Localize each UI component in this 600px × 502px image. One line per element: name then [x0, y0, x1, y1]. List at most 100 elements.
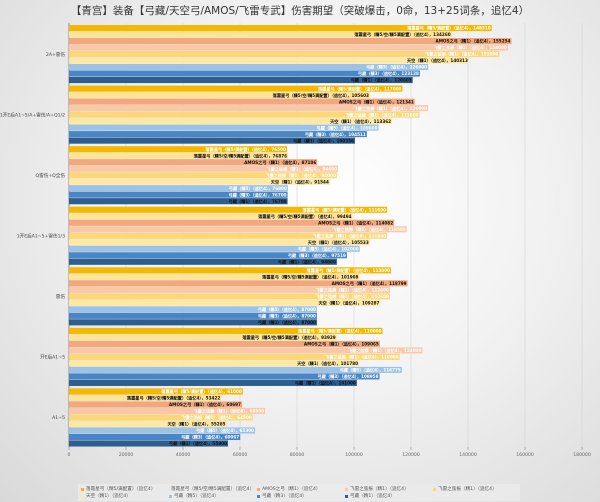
bar	[69, 165, 339, 172]
chart-title: 【青宫】装备【弓藏/天空弓/AMOS/飞雷专武】伤害期望（突破爆击，0命，13+…	[70, 5, 530, 17]
bar	[69, 44, 508, 51]
data-label: 落霞星弓（精5/满配置）（追忆4），148310	[407, 25, 491, 32]
data-label: 天空（精1）（追忆4），101780	[297, 360, 358, 367]
data-label: 弓藏（精3）（追忆4），60067	[181, 434, 239, 441]
data-label: 飞雷之弦振（精1）（追忆4），94000	[265, 172, 336, 179]
data-label: 弓藏（精5）（追忆4），65300	[196, 427, 254, 434]
data-label: 弓藏（精1）（追忆4），76700	[229, 198, 287, 205]
data-label: 天空（精1）（追忆4），55285	[167, 421, 225, 428]
data-label: 飞雷之弦振（精1）（追忆4），68800	[193, 408, 264, 415]
legend-swatch	[345, 487, 348, 491]
bar	[69, 401, 242, 408]
bar	[69, 31, 452, 38]
legend-swatch	[169, 494, 172, 498]
legend-swatch	[257, 494, 260, 498]
data-label: 落霞星弓（精5/满配置）（追忆4），113000	[307, 267, 391, 274]
data-label: 落霞星弓（精5/满配置）（追忆4），76500	[205, 146, 286, 153]
legend-label: 落霞星弓（精5/满配置）（追忆4）	[86, 487, 156, 492]
legend-item: 弓藏（精1）（追忆4）	[342, 493, 430, 500]
legend-item: 弓藏（精3）（追忆4）	[254, 493, 342, 500]
category-label: 1开E后A1~5/A+雷伤/A+Q1/2	[0, 111, 65, 118]
bar	[69, 111, 420, 118]
data-label: 落霞星弓（精5/空/精5满配置）（追忆4），93929	[242, 334, 335, 341]
data-label: 飞雷之弦振（精1）（追忆4），124000	[348, 347, 422, 354]
bar	[69, 198, 288, 205]
data-label: 飞雷之弦振（精1）（追忆4），112600	[315, 293, 389, 300]
x-tick-label: 140000	[459, 452, 477, 458]
bar	[69, 327, 383, 334]
bar	[69, 366, 402, 373]
data-label: 弓藏（精3）（追忆4），108958	[318, 373, 379, 380]
legend-item: 天空（精1）（追忆4）	[78, 493, 166, 500]
category-label: 1开E后A1~5+雷伤1/3	[17, 232, 65, 239]
bar	[69, 77, 413, 84]
bar	[69, 312, 317, 319]
legend-item: 落霞星弓（精5/空/精5满配置）（追忆4）	[166, 486, 254, 493]
data-label: 天空（精1）（追忆4），91544	[271, 178, 329, 185]
data-label: 弓藏（精5）（追忆4），87000	[258, 306, 316, 313]
data-label: 落霞星弓（精5/空/精5满配置）（追忆4），76876	[194, 152, 287, 159]
category-label: 雷伤	[56, 293, 66, 300]
x-tick-label: 180000	[573, 452, 591, 458]
bar	[69, 118, 393, 125]
data-label: 飞雷之弦振（精1）（追忆4），111600	[312, 232, 386, 239]
data-label: 飞雷之弦振（精1）（追忆4），123000	[345, 111, 419, 118]
data-label: 飞雷之弦振（精1）（追忆4），126000	[354, 105, 428, 112]
bar	[69, 25, 492, 32]
bar	[69, 152, 289, 159]
data-label: 弓藏（精1）（追忆4），55800	[169, 440, 227, 447]
data-label: AMOS之弓（精1）（追忆4），114082	[318, 219, 393, 226]
legend-label: 飞雷之弦振（精1）（追忆4）	[350, 487, 409, 492]
bar	[69, 407, 266, 415]
bar	[69, 388, 243, 395]
data-label: 落霞星弓（精5/空/精5满配置）（追忆4），99494	[258, 213, 351, 220]
bar	[69, 64, 429, 71]
legend-swatch	[345, 494, 348, 498]
data-label: 落霞星弓（精5/满配置）（追忆4），111600	[303, 206, 387, 213]
bar	[69, 252, 347, 259]
bar	[69, 131, 367, 138]
bar	[69, 280, 408, 287]
legend-label: 弓藏（精5）（追忆4）	[174, 494, 219, 499]
bar	[69, 373, 380, 380]
bar	[69, 420, 227, 428]
bar	[69, 293, 390, 300]
bar	[69, 239, 370, 246]
bar	[69, 146, 288, 153]
bar	[69, 57, 469, 64]
data-label: AMOS之弓（精1）（追忆4），109065	[304, 341, 379, 348]
bar	[69, 306, 317, 313]
bar	[69, 124, 379, 131]
legend-item: 落霞星弓（精5/满配置）（追忆4）	[78, 486, 166, 493]
bar	[69, 245, 360, 252]
data-label: 弓藏（精5）（追忆4），126000	[366, 64, 427, 71]
legend-item: 飞雷之弦振（精1）（追忆4）	[342, 486, 430, 493]
data-label: 弓藏（精3）（追忆4），76700	[229, 191, 287, 198]
category-label: A1~5	[52, 415, 65, 421]
bar	[69, 319, 317, 326]
bar	[69, 38, 512, 45]
data-label: AMOS之弓（精1）（追忆4），60697	[169, 401, 241, 408]
data-label: AMOS之弓（精1）（追忆4），121341	[339, 98, 414, 105]
data-label: 弓藏（精1）（追忆4），120603	[351, 77, 412, 84]
bar	[69, 226, 407, 233]
data-label: 弓藏（精1）（追忆4），101000	[295, 380, 356, 387]
data-label: 天空（精1）（追忆4），140313	[407, 57, 468, 64]
legend-item: 飞雷之弦振（精1）（追忆4）	[430, 486, 518, 493]
legend-label: 弓藏（精3）（追忆4）	[262, 494, 307, 499]
bar	[69, 340, 380, 347]
data-label: 飞雷之弦振（精1）（追忆4），116000	[325, 354, 399, 361]
bar	[69, 172, 337, 179]
legend-swatch	[257, 487, 260, 491]
bar	[69, 232, 388, 239]
data-label: 落霞星弓（精5/空/精5满配置）（追忆4），53422	[127, 395, 220, 402]
bar	[69, 258, 337, 265]
data-label: 弓藏（精1）（追忆4），100336	[293, 137, 354, 144]
data-label: 天空（精1）（追忆4），105533	[308, 239, 369, 246]
bar	[69, 334, 337, 341]
data-label: 弓藏（精5）（追忆4），76800	[229, 185, 287, 192]
bar	[69, 98, 415, 105]
data-label: AMOS之弓（精1）（追忆4），87106	[244, 159, 316, 166]
data-label: 弓藏（精1）（追忆4），94000	[278, 258, 336, 265]
